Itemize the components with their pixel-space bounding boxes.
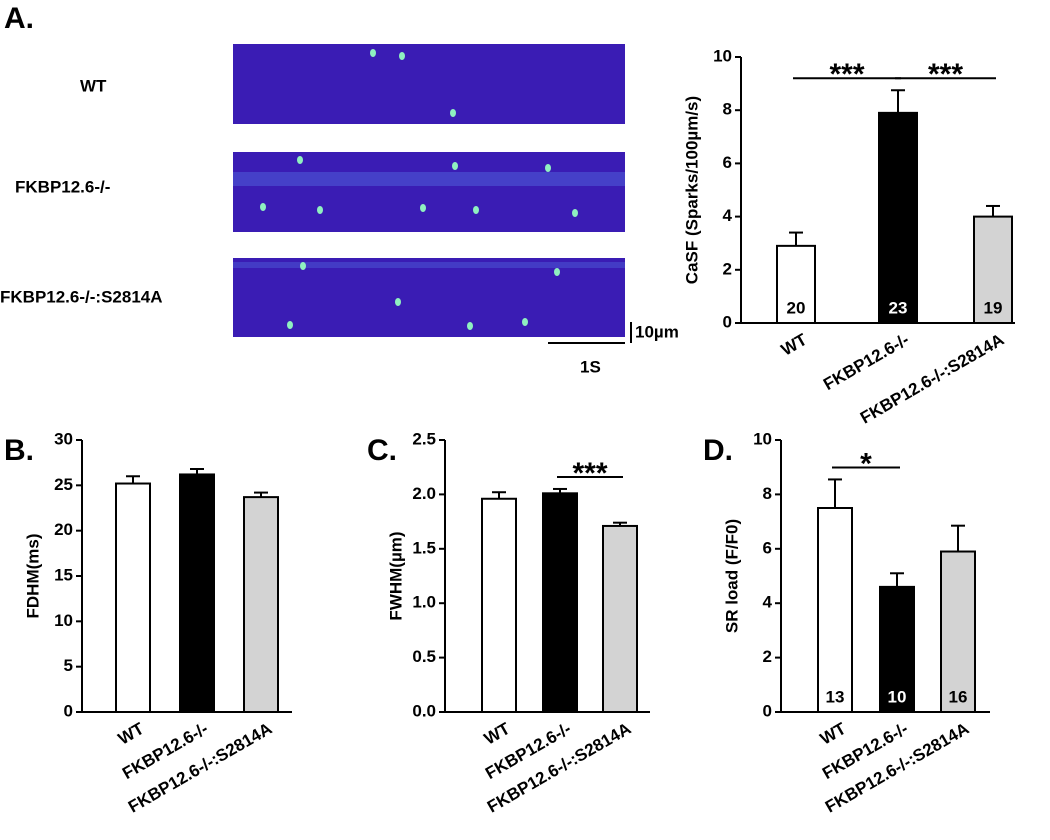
spark [420,204,426,212]
significance-label: *** [572,457,607,490]
panel-label: B. [4,434,34,467]
y-tick-label: 5 [64,656,73,675]
y-tick-label: 10 [713,46,732,65]
y-axis-label: SR load (F/F0) [722,519,741,633]
y-tick-label: 8 [723,100,732,119]
y-tick-label: 20 [54,520,73,539]
y-tick-label: 6 [763,538,772,557]
spark [370,49,376,57]
spark [300,262,306,270]
n-label: 23 [889,298,908,317]
bar [179,473,215,713]
scale-label: 10µm [635,322,679,341]
y-tick-label: 25 [54,475,73,494]
image-label: WT [80,76,107,95]
x-tick-label: WT [817,719,850,749]
y-tick-label: 0.0 [412,701,436,720]
linescan-band [233,262,625,268]
y-tick-label: 30 [54,429,73,448]
n-label: 16 [949,687,968,706]
y-tick-label: 10 [54,611,73,630]
linescan-images [233,44,625,337]
spark [395,298,401,306]
y-tick-label: 4 [763,593,773,612]
spark [260,203,266,211]
y-tick-label: 2.5 [412,429,436,448]
spark [522,318,528,326]
spark [545,164,551,172]
significance-label: * [860,447,872,480]
linescan-image [233,152,625,232]
spark [452,162,458,170]
n-label: 20 [787,298,806,317]
y-tick-label: 10 [753,429,772,448]
x-tick-label: WT [778,330,811,360]
spark [467,322,473,330]
bar [243,496,279,713]
spark [554,268,560,276]
spark [297,156,303,164]
y-axis-label: FDHM(ms) [23,534,42,619]
image-label: FKBP12.6-/- [15,177,110,196]
x-tick-label: WT [115,719,148,749]
y-tick-label: 1.5 [412,538,436,557]
bar [481,497,517,714]
bar [879,585,915,714]
bar [973,215,1013,325]
y-tick-label: 8 [763,484,772,503]
y-tick-label: 6 [723,153,732,172]
y-axis-label: FWHM(µm) [386,531,405,620]
significance-label: *** [928,58,963,91]
x-tick-label: FKBP12.6-/- [820,330,912,394]
y-tick-label: 1.0 [412,593,436,612]
spark [450,109,456,117]
y-tick-label: 15 [54,565,73,584]
y-tick-label: 0 [723,312,732,331]
spark [572,209,578,217]
y-tick-label: 0 [763,701,772,720]
panel-label: C. [367,434,397,467]
n-label: 19 [984,298,1003,317]
spark [317,206,323,214]
n-label: 10 [888,687,907,706]
image-label: FKBP12.6-/-:S2814A [0,287,163,306]
bar [878,111,918,324]
panel-label: A. [4,2,34,35]
y-tick-label: 4 [723,206,733,225]
bar [602,524,638,714]
x-tick-label: WT [481,719,514,749]
spark [473,206,479,214]
linescan-image [233,44,625,124]
n-label: 13 [826,687,845,706]
bar [776,244,816,324]
bar [542,492,578,714]
bar [115,482,151,713]
significance-label: *** [829,58,864,91]
bar [940,550,976,714]
linescan-band [233,172,625,186]
y-tick-label: 2 [723,259,732,278]
y-tick-label: 2 [763,647,772,666]
panel-label: D. [703,434,733,467]
bar [817,507,853,713]
y-tick-label: 0.5 [412,647,436,666]
y-tick-label: 2.0 [412,484,436,503]
y-axis-label: CaSF (Sparks/100µm/s) [682,96,701,284]
scale-label: 1S [580,357,601,376]
spark [399,52,405,60]
y-tick-label: 0 [64,701,73,720]
spark [287,321,293,329]
